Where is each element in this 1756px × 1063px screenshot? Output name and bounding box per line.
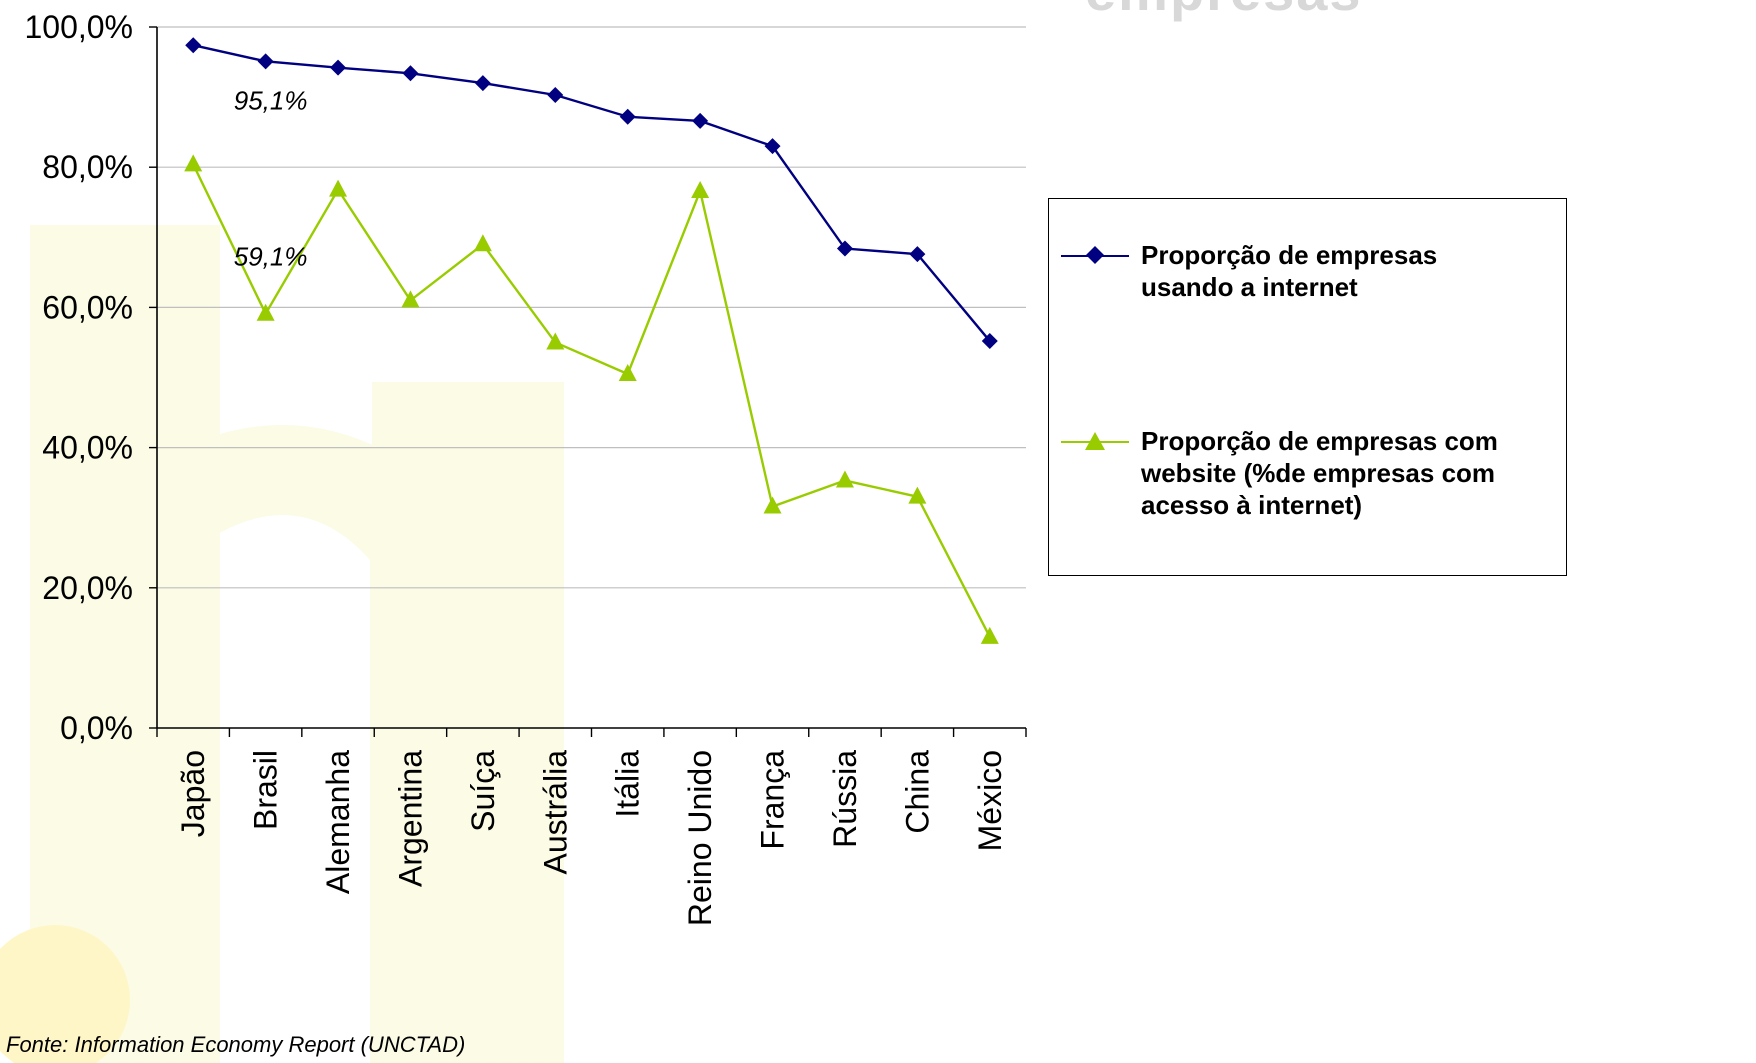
data-point-diamond	[330, 59, 347, 76]
data-label-annotation: 59,1%	[234, 242, 308, 272]
data-point-diamond	[836, 240, 853, 257]
x-tick-label: Austrália	[537, 750, 573, 875]
data-point-diamond	[185, 37, 202, 54]
partial-page-title: empresas	[1085, 0, 1363, 23]
data-point-diamond	[547, 86, 564, 103]
data-point-diamond	[619, 108, 636, 125]
legend-label-internet: Proporção de empresas usando a internet	[1141, 240, 1438, 302]
triangle-marker-icon	[1085, 432, 1105, 450]
x-tick-label: Alemanha	[320, 750, 356, 894]
data-point-diamond	[402, 65, 419, 82]
gridlines	[157, 26, 1026, 589]
y-tick-label: 100,0%	[24, 9, 133, 45]
watermark-dot	[0, 925, 130, 1063]
data-point-diamond	[474, 75, 491, 92]
data-point-triangle	[908, 486, 927, 504]
x-tick-labels: Japão Brasil Alemanha Argentina Suíça Austrál…	[175, 750, 1008, 926]
series-group	[184, 37, 999, 644]
axes	[149, 26, 1027, 737]
data-point-diamond	[909, 246, 926, 263]
legend-label-website: Proporção de empresas com website (%de e…	[1141, 426, 1498, 520]
y-tick-labels: 0,0% 20,0% 40,0% 60,0% 80,0% 100,0%	[24, 9, 133, 746]
watermark-stroke-right	[372, 382, 564, 1063]
data-point-triangle	[691, 181, 710, 199]
data-point-triangle	[835, 470, 854, 488]
data-point-diamond	[764, 138, 781, 155]
data-point-triangle	[980, 626, 999, 644]
source-note: Fonte: Information Economy Report (UNCTA…	[6, 1032, 466, 1057]
y-tick-label: 0,0%	[60, 710, 133, 746]
watermark-shoulder	[470, 382, 564, 500]
data-point-triangle	[546, 332, 565, 350]
annotations: 95,1% 59,1%	[234, 85, 308, 271]
data-point-triangle	[256, 303, 275, 321]
x-tick-label: Argentina	[392, 750, 428, 887]
x-tick-label: México	[972, 750, 1008, 851]
background-watermark	[0, 225, 564, 1063]
series-line	[192, 44, 991, 342]
y-tick-label: 40,0%	[42, 430, 133, 466]
x-tick-label: França	[755, 750, 791, 850]
data-point-triangle	[329, 179, 348, 197]
data-point-triangle	[618, 363, 637, 381]
series-line	[192, 163, 991, 638]
data-point-triangle	[184, 154, 203, 172]
y-tick-label: 80,0%	[42, 149, 133, 185]
data-point-diamond	[692, 112, 709, 129]
data-point-triangle	[473, 234, 492, 252]
x-tick-label: Japão	[175, 750, 211, 837]
y-tick-label: 60,0%	[42, 289, 133, 325]
legend: Proporção de empresas usando a internet …	[1048, 198, 1567, 576]
y-tick-label: 20,0%	[42, 570, 133, 606]
watermark-stroke-left	[30, 225, 220, 1063]
diamond-marker-icon	[1086, 246, 1104, 264]
data-point-diamond	[981, 333, 998, 350]
x-tick-label: Rússia	[827, 750, 863, 848]
x-tick-label: Suíça	[465, 750, 501, 832]
x-tick-label: Reino Unido	[682, 750, 718, 926]
x-tick-label: Itália	[610, 750, 646, 818]
x-tick-label: China	[899, 750, 935, 834]
data-point-diamond	[257, 53, 274, 70]
data-point-triangle	[763, 496, 782, 514]
data-point-triangle	[401, 290, 420, 308]
data-label-annotation: 95,1%	[234, 85, 308, 115]
x-tick-label: Brasil	[248, 750, 284, 830]
